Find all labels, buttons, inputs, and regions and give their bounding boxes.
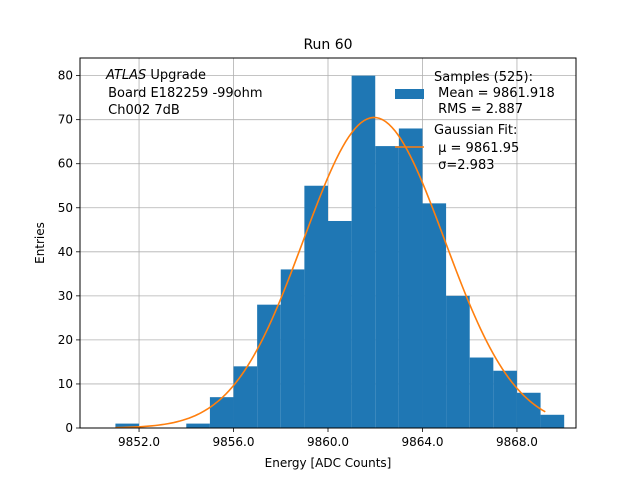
histogram-bar — [422, 203, 447, 428]
x-axis-label: Energy [ADC Counts] — [265, 456, 392, 470]
legend-hist-swatch — [395, 89, 424, 99]
histogram-bar — [351, 75, 376, 428]
legend-hist-mean: Mean = 9861.918 — [434, 86, 555, 101]
y-tick-label: 70 — [58, 113, 73, 127]
x-tick-label: 9868.0 — [496, 435, 538, 449]
y-tick-label: 60 — [58, 157, 73, 171]
histogram-bar — [233, 366, 258, 428]
y-tick-label: 20 — [58, 333, 73, 347]
histogram-bar — [446, 295, 470, 428]
legend-hist-rms: RMS = 2.887 — [434, 102, 523, 117]
legend-hist-title: Samples (525): — [434, 70, 533, 85]
y-tick-label: 10 — [58, 377, 73, 391]
histogram-bars — [115, 75, 565, 428]
gaussian-fit-line — [115, 116, 546, 429]
y-tick-label: 30 — [58, 289, 73, 303]
legend-fit-mu: μ = 9861.95 — [434, 141, 519, 156]
chart-title: Run 60 — [303, 37, 352, 53]
x-tick-label: 9860.0 — [307, 435, 349, 449]
legend-fit-sigma: σ=2.983 — [434, 158, 494, 173]
annotation-upgrade: Upgrade — [146, 68, 206, 83]
histogram-bar — [328, 220, 352, 428]
legend-fit-title: Gaussian Fit: — [434, 123, 517, 138]
y-tick-label: 80 — [58, 69, 73, 83]
histogram-bar — [304, 185, 328, 428]
annotation-atlas: ATLAS — [105, 68, 146, 83]
y-tick-label: 40 — [58, 245, 73, 259]
histogram-bar — [493, 370, 517, 428]
atlas-annotation: ATLAS Upgrade Board E182259 -99ohm Ch002… — [104, 68, 263, 118]
annotation-line-1: ATLAS Upgrade — [105, 68, 206, 83]
histogram-bar — [469, 357, 494, 428]
histogram-bar — [115, 423, 140, 428]
y-axis-label: Entries — [33, 222, 47, 264]
histogram-bar — [257, 304, 281, 428]
x-tick-label: 9864.0 — [401, 435, 443, 449]
annotation-channel: Ch002 7dB — [104, 103, 180, 118]
y-tick-label: 0 — [65, 421, 73, 435]
x-tick-label: 9852.0 — [118, 435, 160, 449]
histogram-bar — [280, 269, 305, 428]
histogram-bar — [516, 392, 541, 428]
histogram-bar — [375, 146, 399, 428]
x-tick-label: 9856.0 — [213, 435, 255, 449]
histogram-bar — [398, 128, 423, 428]
annotation-board: Board E182259 -99ohm — [104, 86, 263, 101]
legend: Samples (525): Mean = 9861.918 RMS = 2.8… — [395, 70, 555, 173]
x-axis-ticks: 9852.0 9856.0 9860.0 9864.0 9868.0 — [118, 428, 538, 449]
histogram-bar — [186, 423, 210, 428]
histogram-bar — [540, 414, 565, 428]
y-axis-ticks: 0 10 20 30 40 50 60 70 80 — [58, 69, 80, 435]
y-tick-label: 50 — [58, 201, 73, 215]
histogram-bar — [209, 397, 234, 428]
